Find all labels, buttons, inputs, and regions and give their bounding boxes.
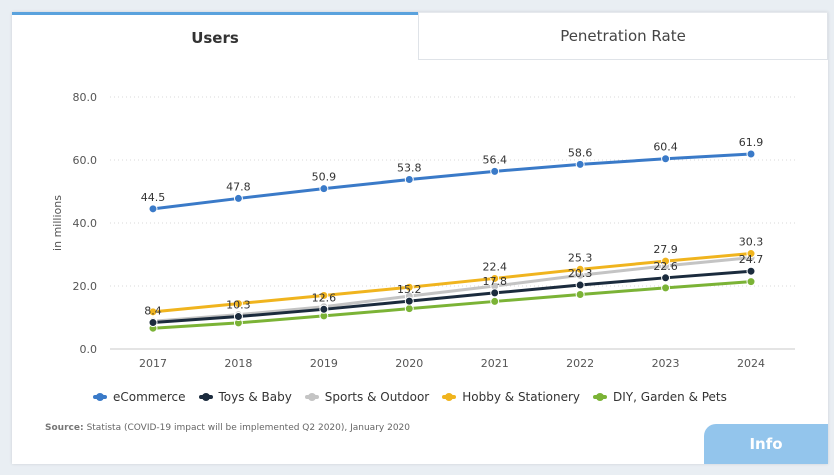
data-label: 27.9 <box>653 243 678 256</box>
data-point <box>575 159 585 169</box>
data-label: 44.5 <box>141 191 166 204</box>
legend-label: Toys & Baby <box>218 390 292 404</box>
legend-marker <box>442 393 457 401</box>
legend-item[interactable]: DIY, Garden & Pets <box>593 390 727 404</box>
data-point <box>404 175 414 185</box>
data-point <box>490 166 500 176</box>
y-tick-label: 40.0 <box>73 217 98 230</box>
y-tick-label: 80.0 <box>73 91 98 104</box>
data-point <box>575 290 585 300</box>
y-tick-label: 20.0 <box>73 280 98 293</box>
legend-item[interactable]: Hobby & Stationery <box>442 390 580 404</box>
data-point <box>746 249 756 259</box>
y-axis-label: in millions <box>51 195 64 251</box>
data-label: 25.3 <box>568 251 593 264</box>
x-tick-label: 2018 <box>224 357 252 370</box>
chart-card: Users Penetration Rate <box>12 12 828 464</box>
data-point <box>746 277 756 287</box>
data-point <box>661 283 671 293</box>
x-tick-label: 2021 <box>481 357 509 370</box>
x-tick-label: 2024 <box>737 357 765 370</box>
data-label: 22.6 <box>653 260 678 273</box>
legend-item[interactable]: Sports & Outdoor <box>304 390 430 404</box>
chart-legend: eCommerce Toys & Baby Sports & Outdoor Hobb… <box>93 389 740 405</box>
series-line <box>151 152 753 211</box>
data-label: 8.4 <box>144 305 162 318</box>
x-tick-label: 2020 <box>395 357 423 370</box>
data-label: 12.6 <box>312 291 337 304</box>
tab-users[interactable]: Users <box>12 12 418 60</box>
data-point <box>746 266 756 276</box>
series-line <box>151 280 753 330</box>
data-point <box>490 296 500 306</box>
data-label: 50.9 <box>312 171 337 184</box>
x-tick-label: 2022 <box>566 357 594 370</box>
x-tick-label: 2023 <box>652 357 680 370</box>
legend-label: Hobby & Stationery <box>462 390 581 404</box>
data-label: 24.7 <box>739 253 764 266</box>
data-label: 30.3 <box>739 236 764 249</box>
data-label: 10.3 <box>226 299 251 312</box>
data-point <box>404 304 414 314</box>
data-point <box>404 282 414 292</box>
data-label: 61.9 <box>739 136 764 149</box>
info-button[interactable]: Info <box>704 424 828 464</box>
data-point <box>148 318 158 328</box>
data-label: 56.4 <box>482 153 507 166</box>
data-label: 58.6 <box>568 146 593 159</box>
tab-bar: Users Penetration Rate <box>12 12 828 60</box>
data-label: 17.8 <box>482 275 507 288</box>
legend-marker <box>593 393 608 401</box>
data-point <box>148 307 158 317</box>
data-label: 20.3 <box>568 267 593 280</box>
series-line <box>151 252 753 314</box>
source-note: Source: Statista (COVID-19 impact will be… <box>45 423 410 433</box>
legend-marker <box>304 393 319 401</box>
data-label: 22.4 <box>482 260 507 273</box>
data-point <box>404 296 414 306</box>
y-tick-label: 0.0 <box>80 343 98 356</box>
source-text: Statista (COVID-19 impact will be implem… <box>86 423 410 433</box>
series-line <box>151 269 753 325</box>
data-point <box>148 204 158 214</box>
source-label: Source: <box>45 423 84 433</box>
data-point <box>233 299 243 309</box>
legend-marker <box>93 393 107 401</box>
data-point <box>661 256 671 266</box>
legend-item[interactable]: Toys & Baby <box>198 390 292 404</box>
data-point <box>490 273 500 283</box>
data-point <box>661 273 671 283</box>
data-point <box>575 264 585 274</box>
legend-label: eCommerce <box>113 390 186 404</box>
legend-label: DIY, Garden & Pets <box>613 390 727 404</box>
data-point <box>319 304 329 314</box>
data-point <box>319 184 329 194</box>
legend-marker <box>198 393 213 401</box>
y-tick-label: 60.0 <box>73 154 98 167</box>
data-label: 53.8 <box>397 162 422 175</box>
data-point <box>490 288 500 298</box>
tab-penetration-rate[interactable]: Penetration Rate <box>418 12 828 60</box>
data-point <box>661 154 671 164</box>
data-point <box>233 193 243 203</box>
x-tick-label: 2017 <box>139 357 167 370</box>
series-line <box>151 256 753 323</box>
data-point <box>746 149 756 159</box>
data-label: 15.2 <box>397 283 422 296</box>
data-point <box>575 280 585 290</box>
data-label: 60.4 <box>653 141 678 154</box>
x-tick-label: 2019 <box>310 357 338 370</box>
legend-item[interactable]: eCommerce <box>93 390 186 404</box>
legend-label: Sports & Outdoor <box>324 390 430 404</box>
data-label: 47.8 <box>226 180 251 193</box>
data-point <box>233 312 243 322</box>
data-point <box>319 290 329 300</box>
